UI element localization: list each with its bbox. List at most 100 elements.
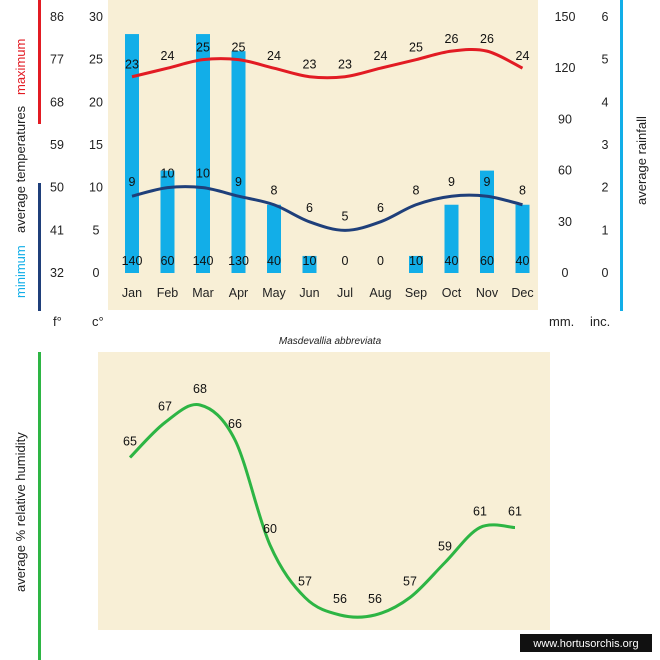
minimum-data-label: 8 <box>271 184 278 198</box>
rainfall-mm-tick-label: 0 <box>562 266 569 280</box>
rainfall-bar-may <box>267 204 281 273</box>
fahrenheit-tick-label: 41 <box>50 223 64 237</box>
rainfall-inch-tick-label: 5 <box>602 53 609 67</box>
celsius-tick-label: 10 <box>89 181 103 195</box>
humidity-data-label: 61 <box>473 505 487 519</box>
celsius-tick-label: 15 <box>89 138 103 152</box>
humidity-data-label: 56 <box>333 592 347 606</box>
month-label-nov: Nov <box>476 286 499 300</box>
maximum-data-label: 24 <box>161 49 175 63</box>
month-label-jun: Jun <box>299 286 319 300</box>
month-label-sep: Sep <box>405 286 427 300</box>
celsius-tick-label: 30 <box>89 10 103 24</box>
minimum-data-label: 5 <box>342 209 349 223</box>
month-label-aug: Aug <box>369 286 391 300</box>
rainfall-mm-tick-label: 60 <box>558 164 572 178</box>
humidity-data-label: 60 <box>263 522 277 536</box>
temperature-lines <box>131 48 524 232</box>
data-labels: 23 24 25 25 24 23 23 24 25 26 26 24 9 10 10 9 8 6 5 6 8 9 9 8 14… <box>122 32 530 268</box>
rainfall-bar-jan <box>125 34 139 273</box>
rainfall-inch-tick-label: 2 <box>602 181 609 195</box>
rainfall-data-label: 60 <box>480 254 494 268</box>
rainfall-data-label: 40 <box>267 254 281 268</box>
rainfall-mm-tick-label: 150 <box>555 10 576 24</box>
maximum-data-label: 25 <box>409 41 423 55</box>
humidity-line <box>128 403 516 619</box>
fahrenheit-tick-label: 50 <box>50 181 64 195</box>
month-label-apr: Apr <box>229 286 248 300</box>
rainfall-data-label: 10 <box>409 254 423 268</box>
humidity-data-label: 59 <box>438 540 452 554</box>
humidity-data-label: 56 <box>368 592 382 606</box>
minimum-data-label: 10 <box>161 167 175 181</box>
rainfall-bar-oct <box>444 204 459 273</box>
minimum-data-label: 6 <box>377 201 384 215</box>
humidity-data-label: 57 <box>403 575 417 589</box>
maximum-data-label: 23 <box>125 58 139 72</box>
top-chart-background <box>108 0 538 310</box>
month-label-jul: Jul <box>337 286 353 300</box>
celsius-tick-label: 25 <box>89 53 103 67</box>
humidity-data-label: 61 <box>508 505 522 519</box>
humidity-data-label: 67 <box>158 400 172 414</box>
humidity-data-label: 57 <box>298 575 312 589</box>
humidity-data-label: 68 <box>193 382 207 396</box>
rainfall-bar-sep <box>409 255 423 273</box>
maximum-data-label: 25 <box>232 41 246 55</box>
maximum-data-label: 24 <box>374 49 388 63</box>
rainfall-data-label: 140 <box>193 254 214 268</box>
rainfall-inch-tick-label: 6 <box>602 10 609 24</box>
rainfall-bar-mar <box>196 34 210 273</box>
celsius-tick-label: 5 <box>93 223 100 237</box>
axis-title-rainfall: average rainfall <box>634 116 649 205</box>
humidity-data-label: 65 <box>123 435 137 449</box>
humidity-data-label: 66 <box>228 417 242 431</box>
maximum-data-label: 24 <box>267 49 281 63</box>
rainfall-bars <box>125 34 530 274</box>
minimum-data-label: 9 <box>129 175 136 189</box>
fahrenheit-tick-label: 77 <box>50 53 64 67</box>
rainfall-mm-tick-label: 30 <box>558 215 572 229</box>
maximum-data-label: 26 <box>480 32 494 46</box>
maximum-data-label: 23 <box>303 58 317 72</box>
rainfall-data-label: 40 <box>516 254 530 268</box>
maximum-data-label: 26 <box>445 32 459 46</box>
rainfall-bar-feb <box>160 170 175 273</box>
humidity-chart-background <box>98 352 550 630</box>
month-label-dec: Dec <box>511 286 533 300</box>
rainfall-bar-apr <box>231 51 246 274</box>
minimum-data-label: 6 <box>306 201 313 215</box>
rainfall-inch-tick-label: 4 <box>602 95 609 109</box>
unit-fahrenheit: f° <box>53 314 62 329</box>
humidity-accent-bar <box>38 352 41 660</box>
chart-title: Masdevallia abbreviata <box>279 336 382 347</box>
fahrenheit-tick-label: 32 <box>50 266 64 280</box>
unit-mm: mm. <box>549 314 574 329</box>
minimum-data-label: 8 <box>413 184 420 198</box>
rainfall-accent-bar <box>620 0 623 311</box>
watermark-background <box>520 634 652 652</box>
fahrenheit-tick-label: 59 <box>50 138 64 152</box>
maximum-data-label: 24 <box>516 49 530 63</box>
fahrenheit-tick-label: 86 <box>50 10 64 24</box>
rainfall-bar-jun <box>302 255 317 273</box>
minimum-data-label: 9 <box>235 175 242 189</box>
celsius-tick-label: 0 <box>93 266 100 280</box>
minimum-data-label: 9 <box>448 175 455 189</box>
axis-title-average-temperatures: average temperatures <box>13 105 28 233</box>
humidity-chart: 65 67 68 66 60 57 56 56 57 59 61 61 <box>123 382 522 619</box>
maximum-data-label: 25 <box>196 41 210 55</box>
minimum-accent-bar <box>38 183 41 311</box>
rainfall-mm-tick-label: 90 <box>558 112 572 126</box>
axis-title-minimum: minimum <box>13 245 28 298</box>
fahrenheit-tick-label: 68 <box>50 95 64 109</box>
rainfall-data-label: 10 <box>303 254 317 268</box>
minimum-data-label: 9 <box>484 175 491 189</box>
month-label-may: May <box>262 286 286 300</box>
rainfall-data-label: 0 <box>377 254 384 268</box>
rainfall-data-label: 40 <box>445 254 459 268</box>
month-label-feb: Feb <box>157 286 179 300</box>
axis-ticks: 3241505968778605101520253003060901201500… <box>50 10 608 300</box>
unit-celsius: c° <box>92 314 104 329</box>
